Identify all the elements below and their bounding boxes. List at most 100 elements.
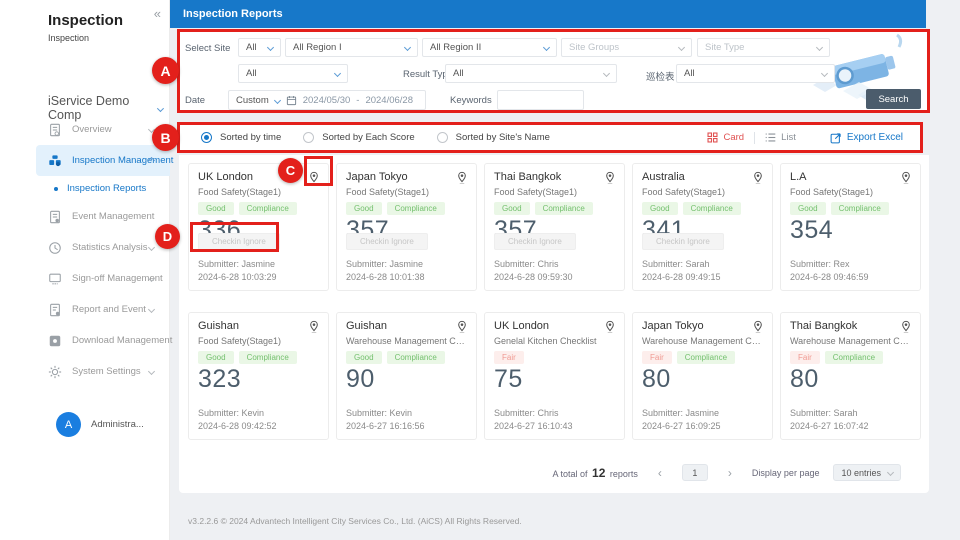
- card-site-name: UK London: [198, 171, 254, 183]
- inspection-management-icon: [49, 154, 61, 166]
- card-site-name: Thai Bangkok: [494, 171, 562, 183]
- checklist-select-value: All: [246, 68, 257, 79]
- chevron-down-icon: [266, 43, 275, 52]
- sidebar-item-statistics-analysis[interactable]: Statistics Analysis: [0, 232, 170, 263]
- checkin-ignore-button[interactable]: Checkin Ignore: [198, 233, 280, 250]
- export-excel-label: Export Excel: [846, 132, 903, 143]
- keywords-input[interactable]: [497, 90, 584, 110]
- location-pin-icon[interactable]: [752, 171, 764, 185]
- sort-by-site-name-radio[interactable]: Sorted by Site's Name: [436, 132, 550, 143]
- checkin-ignore-button[interactable]: Checkin Ignore: [494, 233, 576, 250]
- list-view-button[interactable]: List: [765, 132, 796, 143]
- chevron-down-icon: [542, 43, 551, 52]
- collapse-sidebar-icon[interactable]: «: [153, 6, 161, 21]
- divider: [754, 131, 756, 144]
- chevron-down-icon: [147, 243, 156, 252]
- sidebar-item-system-settings[interactable]: System Settings: [0, 356, 170, 387]
- card-submitter: Submitter: Kevin: [198, 408, 265, 418]
- card-time: 2024-6-28 09:42:52: [198, 421, 277, 431]
- card-time: 2024-6-27 16:16:56: [346, 421, 425, 431]
- report-card[interactable]: Japan Tokyo Food Safety(Stage1) Good Comp…: [336, 163, 477, 291]
- site-groups-placeholder: Site Groups: [569, 42, 620, 53]
- card-time: 2024-6-27 16:07:42: [790, 421, 869, 431]
- page-number-button[interactable]: 1: [681, 464, 708, 481]
- site-groups-select[interactable]: Site Groups: [561, 38, 692, 57]
- card-view-button[interactable]: Card: [707, 132, 744, 143]
- location-pin-icon[interactable]: [604, 320, 616, 334]
- checklist-select[interactable]: All: [238, 64, 348, 83]
- report-card[interactable]: UK London Genelal Kitchen Checklist Fair…: [484, 312, 625, 440]
- location-pin-icon[interactable]: [900, 320, 912, 334]
- user-profile[interactable]: A Administra...: [56, 412, 144, 437]
- card-score: 323: [198, 365, 242, 393]
- location-pin-icon[interactable]: [456, 320, 468, 334]
- result-type-value: All: [453, 68, 464, 79]
- card-score: 354: [790, 216, 834, 244]
- card-submitter: Submitter: Rex: [790, 259, 850, 269]
- report-card[interactable]: UK London Food Safety(Stage1) Good Compli…: [188, 163, 329, 291]
- chevron-down-icon: [815, 43, 824, 52]
- report-card[interactable]: Australia Food Safety(Stage1) Good Compli…: [632, 163, 773, 291]
- sidebar-item-signoff-management[interactable]: Sign-off Management: [0, 263, 170, 294]
- card-badges: Good Compliance: [494, 202, 615, 215]
- card-badges: Good Compliance: [642, 202, 763, 215]
- report-card[interactable]: Japan Tokyo Warehouse Management Checkli…: [632, 312, 773, 440]
- reports-panel: UK London Food Safety(Stage1) Good Compli…: [179, 155, 929, 493]
- sidebar-item-overview[interactable]: Overview: [0, 114, 170, 145]
- company-selector[interactable]: iService Demo Comp: [48, 94, 165, 122]
- card-site-name: Guishan: [198, 320, 239, 332]
- sidebar-item-event-management[interactable]: Event Management: [0, 201, 170, 232]
- display-per-page-label: Display per page: [751, 467, 820, 478]
- prev-page-button[interactable]: ‹: [657, 465, 662, 480]
- next-page-button[interactable]: ›: [727, 465, 732, 480]
- region2-select[interactable]: All Region II: [422, 38, 557, 57]
- sort-by-time-radio[interactable]: Sorted by time: [201, 132, 281, 143]
- status-badge: Good: [198, 202, 234, 215]
- report-card[interactable]: Guishan Warehouse Management Checkli... …: [336, 312, 477, 440]
- location-pin-icon[interactable]: [456, 171, 468, 185]
- report-card[interactable]: L.A Food Safety(Stage1) Good Compliance 3…: [780, 163, 921, 291]
- radio-selected-icon: [201, 132, 212, 143]
- status-badge: Good: [346, 202, 382, 215]
- status-badge: Compliance: [238, 202, 297, 215]
- sidebar: « Inspection Inspection iService Demo Co…: [0, 0, 173, 540]
- location-pin-icon[interactable]: [604, 171, 616, 185]
- date-separator: -: [356, 94, 360, 106]
- search-button[interactable]: Search: [866, 89, 921, 109]
- sidebar-item-report-and-event[interactable]: Report and Event: [0, 294, 170, 325]
- card-time: 2024-6-28 10:03:29: [198, 272, 277, 282]
- app-title: Inspection: [48, 12, 124, 29]
- page-title: Inspection Reports: [183, 8, 283, 20]
- region1-select[interactable]: All Region I: [285, 38, 418, 57]
- site-select[interactable]: All: [238, 38, 281, 57]
- report-card[interactable]: Thai Bangkok Food Safety(Stage1) Good Com…: [484, 163, 625, 291]
- chevron-down-icon: [273, 96, 281, 104]
- sidebar-item-label: System Settings: [72, 366, 141, 377]
- checkin-ignore-button[interactable]: Checkin Ignore: [642, 233, 724, 250]
- export-excel-button[interactable]: Export Excel: [830, 132, 903, 144]
- result-type-select[interactable]: All: [445, 64, 617, 83]
- location-pin-icon[interactable]: [308, 171, 320, 185]
- card-checklist-name: Warehouse Management Checkli...: [642, 336, 763, 346]
- checkin-ignore-button[interactable]: Checkin Ignore: [346, 233, 428, 250]
- site-type-select[interactable]: Site Type: [697, 38, 830, 57]
- reports-grid: UK London Food Safety(Stage1) Good Compli…: [179, 155, 929, 448]
- report-card[interactable]: Thai Bangkok Warehouse Management Checkl…: [780, 312, 921, 440]
- total-reports-text: A total of 12 reports: [552, 465, 638, 480]
- chevron-down-icon: [602, 69, 611, 78]
- signoff-management-icon: [49, 273, 61, 284]
- entries-per-page-select[interactable]: 10 entries: [833, 464, 901, 481]
- sidebar-item-inspection-management[interactable]: Inspection Management: [36, 145, 173, 176]
- report-card[interactable]: Guishan Food Safety(Stage1) Good Complian…: [188, 312, 329, 440]
- patrol-form-select[interactable]: All: [676, 64, 835, 83]
- overview-icon: [50, 123, 60, 136]
- card-score: 80: [790, 365, 819, 393]
- location-pin-icon[interactable]: [900, 171, 912, 185]
- location-pin-icon[interactable]: [308, 320, 320, 334]
- sort-by-score-radio[interactable]: Sorted by Each Score: [303, 132, 415, 143]
- date-range-picker[interactable]: Custom 2024/05/30 - 2024/06/28: [228, 90, 426, 110]
- card-site-name: Guishan: [346, 320, 387, 332]
- sidebar-item-download-management[interactable]: Download Management: [0, 325, 172, 356]
- location-pin-icon[interactable]: [752, 320, 764, 334]
- sidebar-item-inspection-reports[interactable]: Inspection Reports: [0, 176, 170, 201]
